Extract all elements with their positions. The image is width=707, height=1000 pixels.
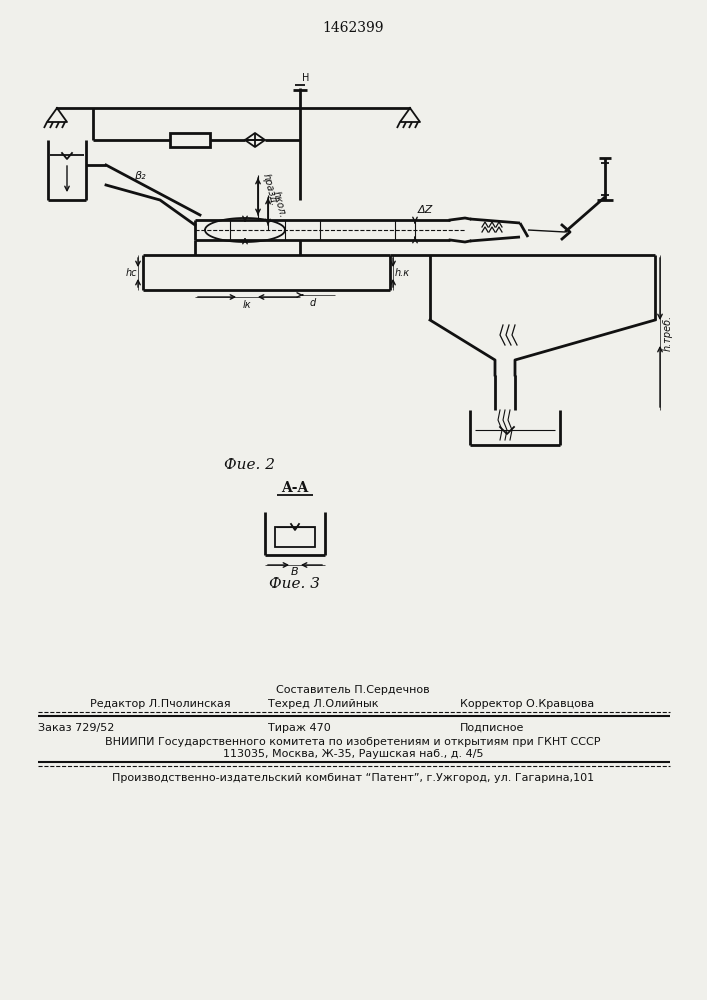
Text: Фие. 2: Фие. 2 [225, 458, 276, 472]
Text: hразд.: hразд. [261, 173, 279, 207]
Text: 1462399: 1462399 [322, 21, 384, 35]
Text: Техред Л.Олийнык: Техред Л.Олийнык [268, 699, 378, 709]
Text: Подписное: Подписное [460, 723, 525, 733]
Bar [275, 527, 315, 547]
Text: Производственно-издательский комбинат “Патент”, г.Ужгород, ул. Гагарина,101: Производственно-издательский комбинат “П… [112, 773, 594, 783]
Text: 113035, Москва, Ж-35, Раушская наб., д. 4/5: 113035, Москва, Ж-35, Раушская наб., д. … [223, 749, 484, 759]
Text: lк: lк [243, 300, 251, 310]
Text: Редактор Л.Пчолинская: Редактор Л.Пчолинская [90, 699, 230, 709]
Text: hкол.: hкол. [271, 189, 288, 219]
Text: ВНИИПИ Государственного комитета по изобретениям и открытиям при ГКНТ СССР: ВНИИПИ Государственного комитета по изоб… [105, 737, 601, 747]
Text: Заказ 729/52: Заказ 729/52 [38, 723, 115, 733]
Text: B: B [291, 567, 299, 577]
Text: A-A: A-A [281, 481, 309, 495]
Text: d: d [310, 298, 316, 308]
Text: ΔZ: ΔZ [418, 205, 433, 215]
Text: Составитель П.Сердечнов: Составитель П.Сердечнов [276, 685, 430, 695]
Text: h.треб.: h.треб. [663, 315, 673, 351]
Text: Тираж 470: Тираж 470 [268, 723, 331, 733]
Text: hc: hc [126, 268, 137, 278]
Text: h.к: h.к [395, 268, 410, 278]
Bar [170, 133, 210, 147]
Text: H: H [302, 73, 310, 83]
Text: β₂: β₂ [134, 171, 146, 181]
Text: Корректор О.Кравцова: Корректор О.Кравцова [460, 699, 595, 709]
Text: Фие. 3: Фие. 3 [269, 577, 320, 591]
